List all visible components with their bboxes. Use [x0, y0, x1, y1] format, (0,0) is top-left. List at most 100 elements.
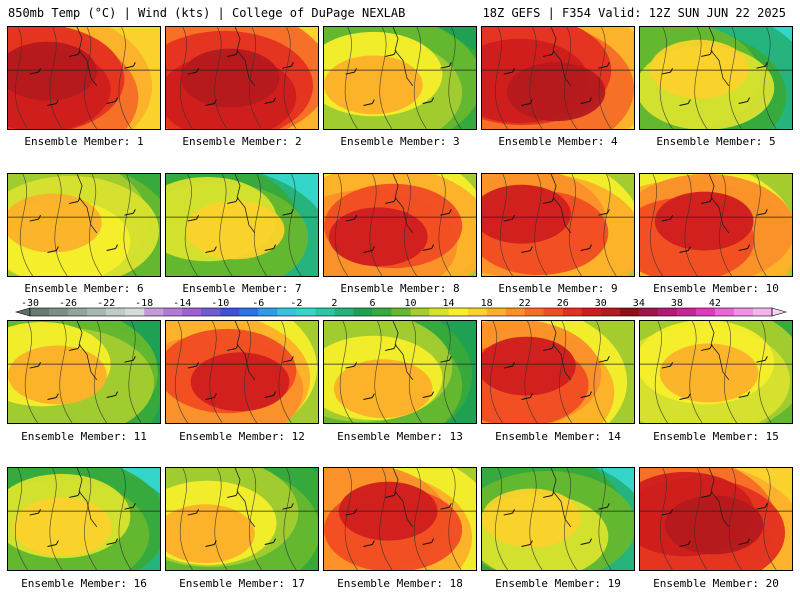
colorbar-swatch	[372, 308, 392, 316]
colorbar-swatch	[695, 308, 716, 316]
colorbar-low-arrow	[14, 307, 31, 317]
temperature-map	[166, 27, 318, 129]
colorbar-tick-label: -10	[211, 298, 229, 309]
colorbar-tick-label: 34	[633, 298, 645, 309]
ensemble-map-panel	[323, 320, 477, 424]
temperature-map	[482, 468, 634, 570]
colorbar-swatch	[144, 308, 164, 316]
colorbar-swatch	[49, 308, 69, 316]
colorbar-tick-label: 18	[481, 298, 493, 309]
colorbar-swatch	[638, 308, 659, 316]
temperature-map	[8, 468, 160, 570]
temperature-map	[8, 27, 160, 129]
colorbar-swatch	[676, 308, 697, 316]
colorbar-swatch	[619, 308, 640, 316]
colorbar-high-arrow	[771, 307, 788, 317]
temperature-map	[324, 174, 476, 276]
ensemble-member-label: Ensemble Member: 7	[182, 282, 302, 295]
colorbar-swatch	[239, 308, 259, 316]
colorbar-swatch	[657, 308, 678, 316]
colorbar-tick-label: 42	[709, 298, 721, 309]
colorbar-tick-label: -22	[97, 298, 115, 309]
colorbar-swatch	[714, 308, 735, 316]
ensemble-map-panel	[481, 467, 635, 571]
ensemble-member-label: Ensemble Member: 3	[340, 135, 460, 148]
temperature-map	[640, 27, 792, 129]
ensemble-member-label: Ensemble Member: 2	[182, 135, 302, 148]
ensemble-map-panel	[481, 320, 635, 424]
colorbar-swatch	[68, 308, 88, 316]
temperature-map	[166, 174, 318, 276]
colorbar-swatch	[600, 308, 621, 316]
ensemble-map-panel	[7, 173, 161, 277]
colorbar-swatch	[429, 308, 449, 316]
colorbar-swatch	[87, 308, 107, 316]
header-left-title: 850mb Temp (°C) | Wind (kts) | College o…	[8, 6, 406, 20]
colorbar-tick-label: 6	[369, 298, 375, 309]
ensemble-map-panel	[323, 467, 477, 571]
temperature-map	[8, 321, 160, 423]
ensemble-map-panel	[165, 467, 319, 571]
colorbar-swatch	[467, 308, 487, 316]
colorbar-swatch	[125, 308, 145, 316]
ensemble-member-label: Ensemble Member: 5	[656, 135, 776, 148]
colorbar-swatch	[752, 308, 773, 316]
temperature-colorbar: -30 -26 -22 -18 -14 -10 -6 -2 2 6 10 14 18 22 26 30 34 38…	[14, 298, 788, 317]
colorbar-tick-label: 30	[595, 298, 607, 309]
temperature-map	[482, 321, 634, 423]
colorbar-swatch	[581, 308, 602, 316]
colorbar-swatch	[182, 308, 202, 316]
colorbar-swatch	[315, 308, 335, 316]
ensemble-member-label: Ensemble Member: 16	[21, 577, 147, 590]
ensemble-map-panel	[165, 320, 319, 424]
colorbar-swatch	[733, 308, 754, 316]
colorbar-tick-label: 26	[557, 298, 569, 309]
colorbar-swatch	[106, 308, 126, 316]
ensemble-map-panel	[481, 173, 635, 277]
colorbar-swatch	[277, 308, 297, 316]
colorbar-tick-label: 14	[443, 298, 455, 309]
colorbar-swatch	[201, 308, 221, 316]
ensemble-member-label: Ensemble Member: 6	[24, 282, 144, 295]
colorbar-tick-label: -14	[173, 298, 191, 309]
colorbar-swatch	[30, 308, 50, 316]
header-right-title: 18Z GEFS | F354 Valid: 12Z SUN JUN 22 20…	[482, 6, 786, 20]
ensemble-member-label: Ensemble Member: 8	[340, 282, 460, 295]
ensemble-map-panel	[323, 26, 477, 130]
colorbar-tick-label: -30	[21, 298, 39, 309]
ensemble-map-panel	[7, 467, 161, 571]
ensemble-map-panel	[639, 26, 793, 130]
colorbar-swatch	[391, 308, 411, 316]
ensemble-member-label: Ensemble Member: 14	[495, 430, 621, 443]
colorbar-swatch	[220, 308, 240, 316]
colorbar-swatch	[163, 308, 183, 316]
temperature-map	[640, 174, 792, 276]
temperature-map	[482, 174, 634, 276]
ensemble-map-panel	[165, 26, 319, 130]
colorbar-tick-label: -18	[135, 298, 153, 309]
ensemble-map-panel	[639, 320, 793, 424]
ensemble-member-label: Ensemble Member: 11	[21, 430, 147, 443]
colorbar-tick-label: 2	[331, 298, 337, 309]
colorbar-swatch	[562, 308, 583, 316]
ensemble-map-panel	[481, 26, 635, 130]
temperature-map	[166, 468, 318, 570]
colorbar-swatch	[486, 308, 506, 316]
colorbar-swatch	[448, 308, 468, 316]
colorbar-tick-label: 38	[671, 298, 683, 309]
temperature-map	[324, 468, 476, 570]
ensemble-map-panel	[165, 173, 319, 277]
ensemble-member-label: Ensemble Member: 20	[653, 577, 779, 590]
ensemble-map-panel	[7, 320, 161, 424]
temperature-map	[324, 321, 476, 423]
colorbar-swatch	[410, 308, 430, 316]
colorbar-tick-label: -2	[290, 298, 302, 309]
temperature-map	[8, 174, 160, 276]
colorbar-swatch	[505, 308, 525, 316]
temperature-map	[166, 321, 318, 423]
ensemble-member-label: Ensemble Member: 1	[24, 135, 144, 148]
colorbar-swatch	[296, 308, 316, 316]
ensemble-member-label: Ensemble Member: 19	[495, 577, 621, 590]
ensemble-map-panel	[639, 467, 793, 571]
temperature-map	[482, 27, 634, 129]
